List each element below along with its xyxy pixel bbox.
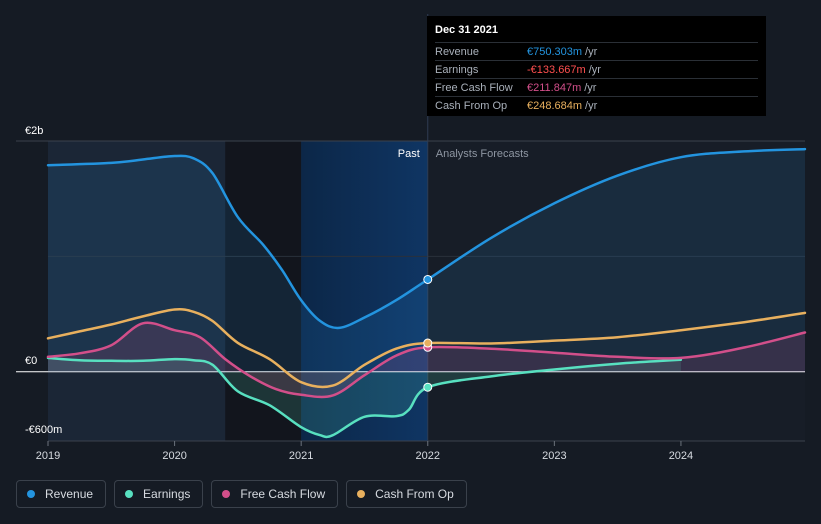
tooltip-unit: /yr [588, 63, 601, 76]
tooltip-value: €248.684m [527, 99, 583, 112]
series-area-revenue [48, 149, 805, 372]
hover-tooltip: Dec 31 2021 Revenue €750.303m /yr Earnin… [427, 16, 766, 116]
legend-label: Revenue [45, 487, 94, 501]
forecast-label: Analysts Forecasts [436, 148, 529, 160]
tooltip-value: €750.303m [527, 45, 583, 58]
tooltip-row-cash-from-op: Cash From Op €248.684m /yr [435, 96, 758, 114]
tooltip-unit: /yr [585, 99, 598, 112]
legend-item-free-cash-flow[interactable]: Free Cash Flow [211, 480, 339, 508]
marker-revenue [423, 274, 433, 284]
x-tick-label: 2024 [669, 450, 693, 462]
y-axis-label-zero: €0 [25, 355, 37, 367]
legend-label: Free Cash Flow [240, 487, 326, 501]
series-line-free-cash-flow [46, 321, 807, 399]
past-label: Past [398, 148, 420, 160]
legend-dot-icon [222, 490, 231, 498]
x-tick-label: 2019 [36, 450, 60, 462]
tooltip-value: €211.847m [527, 81, 582, 94]
series-area-free-cash-flow [48, 322, 805, 397]
y-axis-label-top: €2b [25, 125, 43, 137]
chart-legend: Revenue Earnings Free Cash Flow Cash Fro… [16, 480, 467, 508]
legend-dot-icon [125, 490, 134, 498]
x-tick-label: 2022 [416, 450, 440, 462]
tooltip-label: Cash From Op [435, 99, 508, 112]
marker-earnings [423, 382, 433, 392]
tooltip-label: Earnings [435, 63, 479, 76]
legend-item-earnings[interactable]: Earnings [114, 480, 204, 508]
tooltip-label: Revenue [435, 45, 480, 58]
series-line-earnings [46, 356, 683, 439]
tooltip-row-revenue: Revenue €750.303m /yr [435, 42, 758, 60]
tooltip-date: Dec 31 2021 [435, 24, 498, 36]
legend-dot-icon [27, 490, 35, 498]
x-tick-label: 2021 [289, 450, 313, 462]
legend-label: Cash From Op [375, 487, 454, 501]
x-tick-label: 2020 [162, 450, 186, 462]
tooltip-unit: /yr [585, 45, 598, 58]
tooltip-label: Free Cash Flow [435, 81, 513, 94]
tooltip-unit: /yr [584, 81, 597, 94]
tooltip-row-free-cash-flow: Free Cash Flow €211.847m /yr [435, 78, 758, 96]
legend-label: Earnings [143, 487, 191, 501]
y-axis-label-bottom: -€600m [25, 424, 62, 436]
highlight-blue-band [301, 141, 428, 441]
legend-dot-icon [357, 490, 366, 498]
series-area-earnings [48, 357, 681, 437]
forecast-region [427, 141, 805, 441]
marker-cash-from-op [423, 338, 433, 348]
series-line-cash-from-op [46, 307, 807, 389]
legend-item-revenue[interactable]: Revenue [16, 480, 107, 508]
series-line-revenue [46, 147, 807, 330]
legend-item-cash-from-op[interactable]: Cash From Op [346, 480, 467, 508]
tooltip-row-earnings: Earnings -€133.667m /yr [435, 60, 758, 78]
tooltip-value: -€133.667m [527, 63, 586, 76]
x-tick-label: 2023 [542, 450, 566, 462]
